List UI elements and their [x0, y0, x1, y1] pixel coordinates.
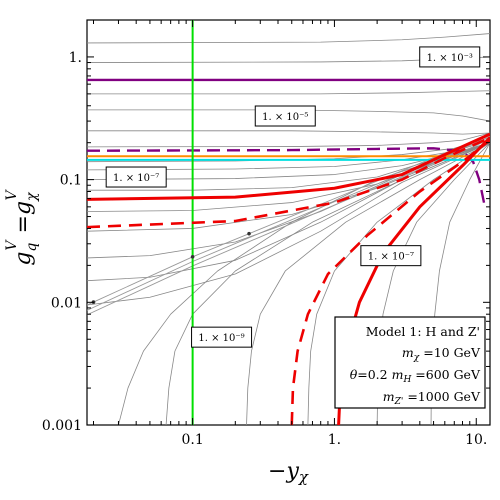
contour-label-2: 1. × 10⁻⁷ [105, 166, 167, 188]
series-gray-thin-9 [87, 142, 490, 191]
contour-label-0: 1. × 10⁻³ [419, 46, 481, 68]
contour-label-3: 1. × 10⁻⁷ [360, 245, 422, 267]
x-axis-label: −yχ [268, 459, 309, 486]
contour-label-text: 1. × 10⁻⁷ [113, 173, 159, 184]
y-tick-label: 1. [69, 50, 82, 66]
contour-label-text: 1. × 10⁻⁵ [262, 112, 308, 123]
series-red-dashed-32 [290, 139, 490, 425]
series-red-dashed-31 [87, 136, 490, 229]
band-marker-1 [190, 254, 195, 259]
contour-label-1: 1. × 10⁻⁵ [254, 105, 316, 127]
contour-labels: 1. × 10⁻³ 1. × 10⁻⁵ 1. × 10⁻⁷ 1. × 10⁻⁷ 1. ×… [105, 46, 481, 348]
legend-line-mchi: mχ =10 GeV [402, 345, 481, 363]
series-purple-dashed-25 [87, 147, 487, 208]
legend-line-theta: θ=0.2 mH =600 GeV [350, 367, 481, 385]
band-marker-2 [247, 231, 251, 236]
series-gray-band-23 [87, 138, 490, 316]
series-gray-thin-17 [246, 142, 490, 425]
legend-box [334, 316, 486, 409]
x-tick-label: 10. [465, 432, 487, 448]
curves [87, 20, 490, 425]
series-red-solid-29 [87, 132, 490, 201]
contour-label-box [105, 166, 167, 188]
contour-label-box [254, 105, 316, 127]
y-tick-label: 0.01 [51, 295, 82, 311]
series-gray-thin-16 [165, 142, 490, 425]
contour-label-box [191, 326, 253, 348]
series-gray-thin-4 [87, 130, 490, 135]
series-gray-thin-2 [87, 90, 490, 95]
ticks: 0.1 1. 10. 0.001 0.01 0.1 1. [42, 19, 490, 448]
y-tick-label: 0.001 [42, 418, 82, 434]
legend-line-mz: mZ' =1000 GeV [383, 389, 481, 407]
contour-label-box [360, 245, 422, 267]
y-tick-label: 0.1 [60, 173, 82, 189]
legend: Model 1: H and Z' mχ =10 GeV θ=0.2 mH =6… [334, 316, 486, 409]
y-axis-label: gqV =gχV [4, 188, 40, 265]
contour-label-text: 1. × 10⁻⁹ [198, 333, 244, 344]
contour-label-box [419, 46, 481, 68]
series-gray-thin-14 [87, 142, 490, 306]
contour-label-text: 1. × 10⁻³ [427, 53, 473, 64]
legend-line-model: Model 1: H and Z' [366, 324, 480, 339]
contour-label-4: 1. × 10⁻⁹ [191, 326, 253, 348]
series-gray-thin-5 [87, 132, 490, 148]
x-tick-label: 1. [328, 432, 341, 448]
x-tick-label: 0.1 [181, 432, 203, 448]
contour-label-text: 1. × 10⁻⁷ [368, 252, 414, 263]
series-gray-thin-18 [307, 142, 490, 425]
series-gray-thin-0 [87, 33, 490, 44]
